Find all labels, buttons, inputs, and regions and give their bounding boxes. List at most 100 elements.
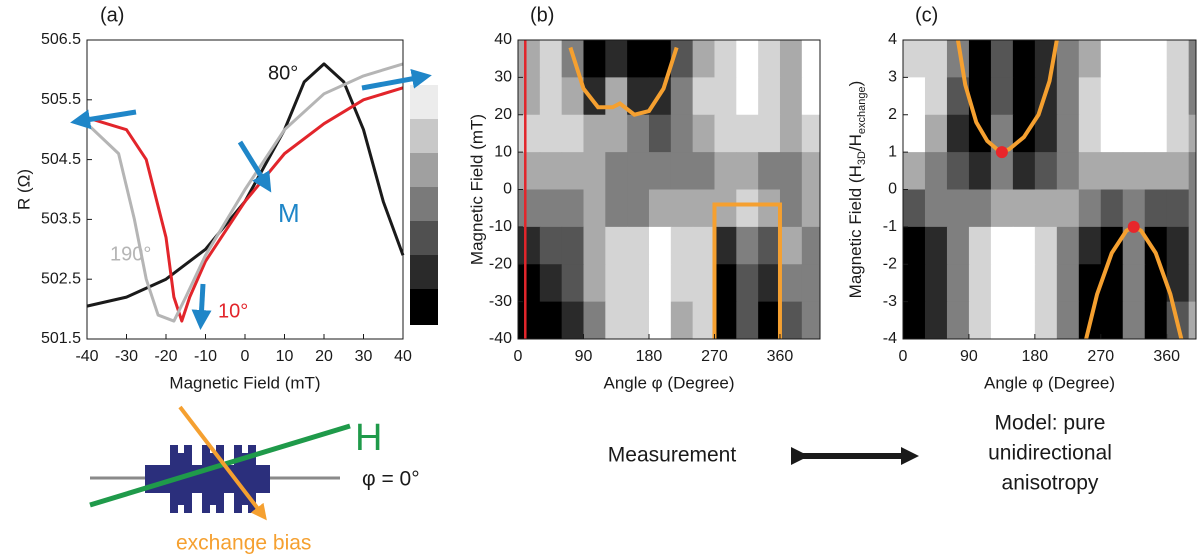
y-tick-label: -4 xyxy=(883,330,897,347)
contour-cell xyxy=(1188,301,1196,339)
y-tick-label: 0 xyxy=(503,181,512,198)
contour-cell xyxy=(1100,189,1124,228)
contour-cell xyxy=(736,40,759,78)
contour-cell xyxy=(714,114,737,153)
contour-cell xyxy=(561,189,584,228)
contour-cell xyxy=(539,264,563,303)
x-tick-label: 0 xyxy=(514,348,523,365)
exchange-label: exchange bias xyxy=(176,532,311,555)
contour-cell xyxy=(605,152,628,190)
contour-cell xyxy=(518,77,541,116)
contour-cell xyxy=(1034,189,1058,228)
panel-title: (a) xyxy=(100,4,124,26)
contour-cell xyxy=(1144,40,1168,78)
contour-cell xyxy=(903,152,926,190)
contour-cell xyxy=(1166,77,1190,116)
contour-cell xyxy=(648,264,672,303)
contour-cell xyxy=(903,114,926,153)
y-tick-label: -30 xyxy=(489,293,512,310)
y-tick-label: 30 xyxy=(494,69,512,86)
y-tick-label: 506.5 xyxy=(41,31,81,48)
contour-cell xyxy=(1056,226,1080,265)
contour-cell xyxy=(779,189,803,228)
y-tick-label: 4 xyxy=(888,31,897,48)
contour-cell xyxy=(1122,301,1146,339)
y-axis-label: R (Ω) xyxy=(14,169,33,210)
contour-cell xyxy=(1166,264,1190,303)
contour-cell xyxy=(583,264,606,303)
contour-cell xyxy=(583,301,606,339)
contour-cell xyxy=(648,301,672,339)
contour-cell xyxy=(946,226,970,265)
data-line xyxy=(86,86,404,323)
contour-cell xyxy=(1056,114,1080,153)
contour-cell xyxy=(1122,40,1146,78)
measurement-label: Measurement xyxy=(608,444,737,467)
contour-cell xyxy=(801,40,820,78)
contour-cell xyxy=(539,77,563,116)
x-tick-label: 360 xyxy=(767,348,794,365)
contour-cell xyxy=(518,189,541,228)
contour-cell xyxy=(670,114,694,153)
contour-cell xyxy=(779,301,803,339)
contour-cell xyxy=(627,40,650,78)
contour-cell xyxy=(1034,114,1058,153)
contour-cell xyxy=(903,226,926,265)
x-tick-label: 90 xyxy=(960,348,978,365)
contour-cell xyxy=(561,152,584,190)
contour-cell xyxy=(736,114,759,153)
contour-cell xyxy=(946,189,970,228)
contour-cell xyxy=(903,77,926,116)
arrows xyxy=(70,68,432,330)
contour-cell xyxy=(627,77,650,116)
contour-cell xyxy=(561,226,584,265)
contour-cell xyxy=(1012,189,1036,228)
y-tick-label: -1 xyxy=(883,218,897,235)
contour-cell xyxy=(1100,301,1124,339)
contour-cell xyxy=(924,152,948,190)
contour-cell xyxy=(561,264,584,303)
x-tick-label: 0 xyxy=(899,348,908,365)
contour-cell xyxy=(990,264,1014,303)
contour-cell xyxy=(1188,264,1196,303)
contour-cell xyxy=(518,264,541,303)
contour-cell xyxy=(714,77,737,116)
x-tick-label: 30 xyxy=(355,348,373,365)
model-label: anisotropy xyxy=(1002,472,1099,495)
contour-cell xyxy=(539,226,563,265)
contour-cell xyxy=(539,189,563,228)
y-tick-label: 502.5 xyxy=(41,270,81,287)
model-curve xyxy=(1001,39,1059,154)
y-tick-label: -2 xyxy=(883,255,897,272)
contour-cell xyxy=(924,114,948,153)
contour-cell xyxy=(714,226,737,265)
y-axis-label-part: 3D xyxy=(856,151,868,165)
contour-cell xyxy=(968,189,992,228)
panel-title: (c) xyxy=(915,4,938,26)
contour-cell xyxy=(605,114,628,153)
contour-cell xyxy=(583,77,606,116)
contour-cell xyxy=(1012,40,1036,78)
y-tick-label: 0 xyxy=(888,181,897,198)
y-tick-label: -10 xyxy=(489,218,512,235)
series-label: 80° xyxy=(268,62,298,84)
contour-cell xyxy=(1144,77,1168,116)
contour-cell xyxy=(1078,40,1102,78)
contour-cell xyxy=(801,264,820,303)
contour-cell xyxy=(924,264,948,303)
x-tick-label: 40 xyxy=(394,348,412,365)
contour-cell xyxy=(1144,226,1168,265)
contour-cell xyxy=(670,301,694,339)
contour-cell xyxy=(714,301,737,339)
contour-cell xyxy=(1056,189,1080,228)
contour-cell xyxy=(1078,189,1102,228)
contour-cell xyxy=(1166,189,1190,228)
contour-cell xyxy=(1188,152,1196,190)
contour-cell xyxy=(801,189,820,228)
y-tick-label: -20 xyxy=(489,255,512,272)
contour-cell xyxy=(1100,77,1124,116)
x-tick-label: 270 xyxy=(1087,348,1114,365)
model-curve xyxy=(568,46,679,117)
contour-cell xyxy=(1078,226,1102,265)
